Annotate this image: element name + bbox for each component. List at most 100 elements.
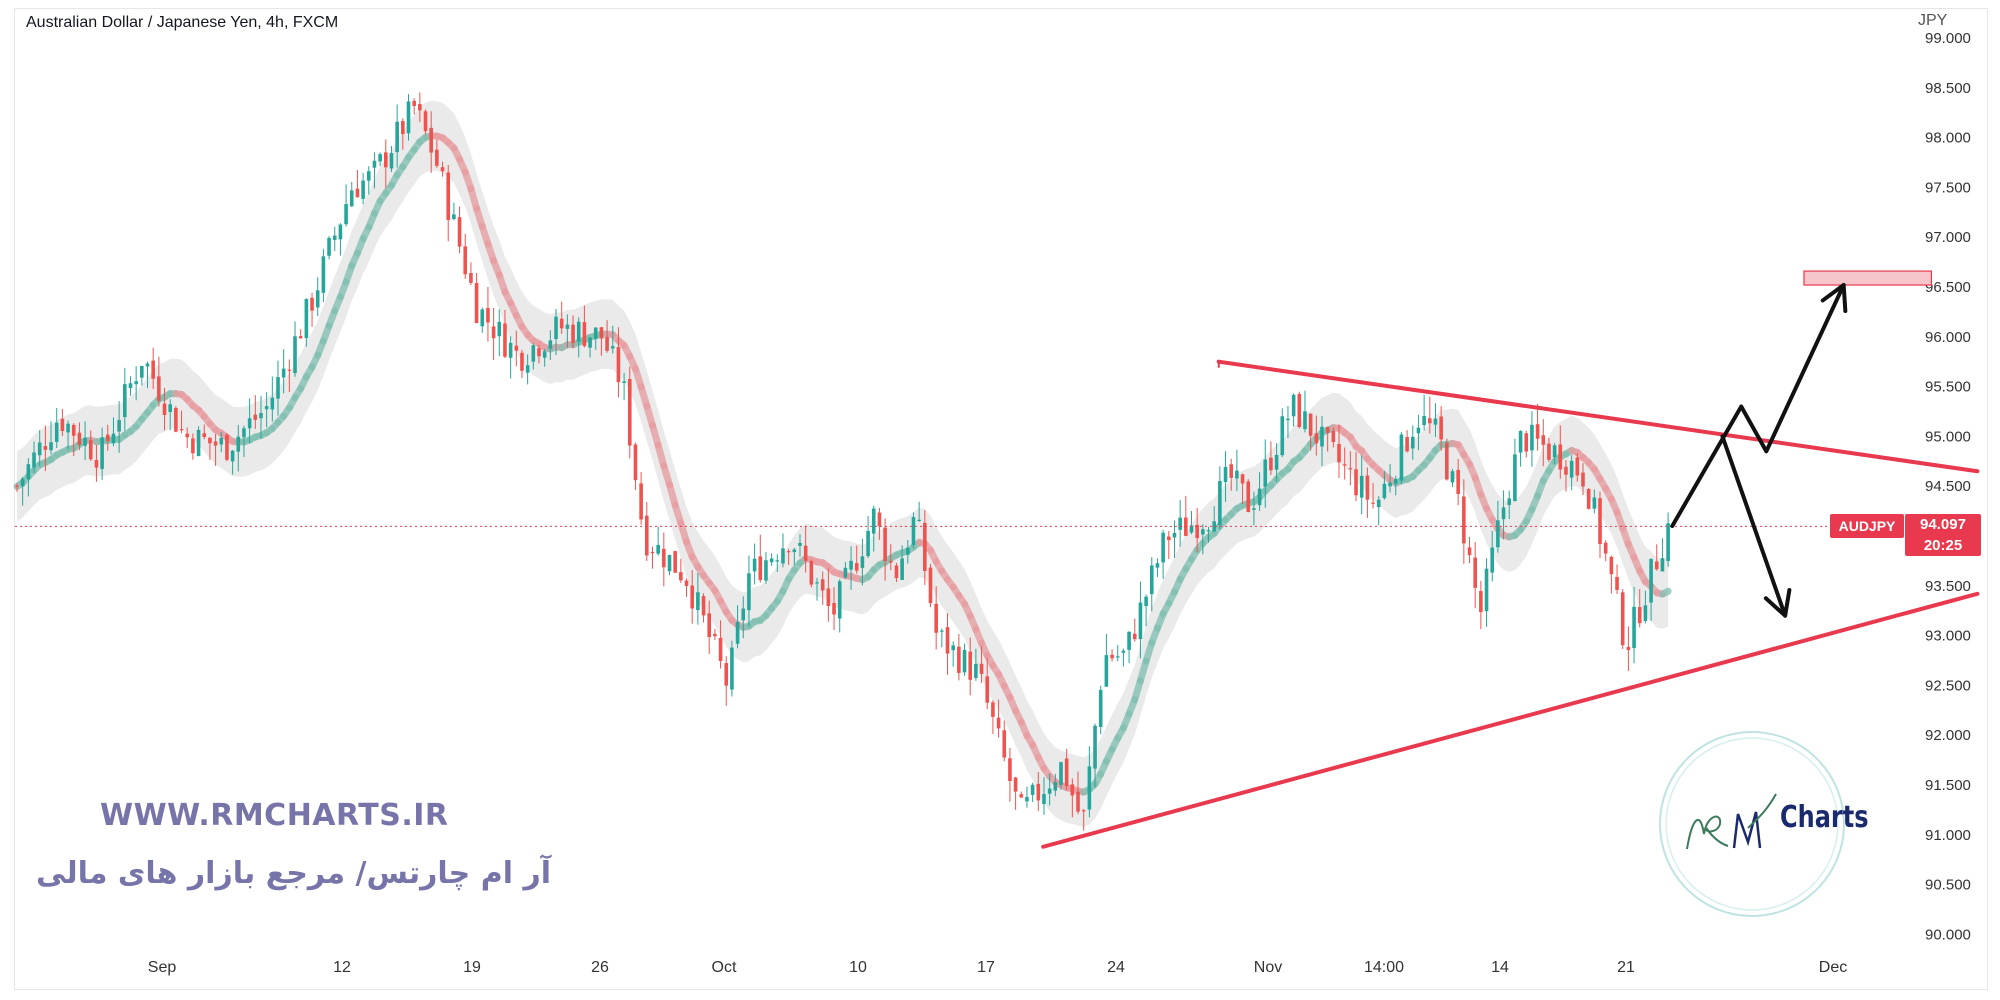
candle-body bbox=[1518, 431, 1523, 453]
candle bbox=[355, 169, 360, 198]
candle bbox=[219, 432, 224, 453]
x-tick-label: Nov bbox=[1254, 959, 1282, 976]
candle-body bbox=[287, 369, 292, 371]
candle bbox=[429, 111, 433, 173]
candle bbox=[1053, 773, 1058, 797]
candle-body bbox=[832, 603, 836, 615]
candle-body bbox=[559, 318, 564, 329]
candle-body bbox=[117, 419, 121, 432]
candle-body bbox=[270, 397, 275, 410]
candle-body bbox=[1252, 508, 1256, 510]
candle bbox=[213, 433, 218, 466]
candle bbox=[1166, 530, 1171, 559]
candle-body bbox=[83, 438, 87, 446]
candle-body bbox=[582, 322, 587, 346]
candle-body bbox=[974, 663, 978, 678]
candle bbox=[401, 118, 405, 150]
candle-body bbox=[332, 235, 337, 240]
candle-body bbox=[1127, 631, 1131, 650]
candle-body bbox=[1382, 483, 1387, 499]
candle bbox=[1603, 540, 1608, 562]
candle-body bbox=[571, 324, 575, 344]
candle-body bbox=[1620, 592, 1625, 646]
candle bbox=[1104, 633, 1109, 687]
moving-average-segment bbox=[654, 441, 668, 470]
candle-body bbox=[26, 464, 31, 480]
candle bbox=[679, 558, 683, 583]
candle bbox=[758, 534, 763, 583]
candle-body bbox=[298, 336, 303, 339]
candle bbox=[1348, 451, 1353, 486]
candle bbox=[940, 628, 944, 648]
candle-body bbox=[548, 340, 553, 349]
candle-body bbox=[1507, 498, 1512, 506]
candle bbox=[1030, 782, 1035, 802]
candle-body bbox=[480, 309, 485, 327]
candle-body bbox=[610, 346, 615, 349]
candle-body bbox=[384, 152, 388, 168]
candle bbox=[559, 301, 564, 334]
candle bbox=[945, 613, 950, 675]
candle-body bbox=[1206, 530, 1211, 532]
candle-body bbox=[196, 429, 201, 457]
candle bbox=[724, 656, 729, 706]
bearish-scenario-arrow bbox=[1720, 434, 1788, 618]
bearish-arrowhead bbox=[1763, 588, 1792, 618]
candle-body bbox=[1070, 784, 1075, 796]
candle-body bbox=[525, 365, 530, 373]
y-tick-label: 97.500 bbox=[1925, 179, 1971, 196]
candle-body bbox=[77, 432, 82, 445]
candle bbox=[894, 562, 899, 583]
chart-frame bbox=[14, 8, 1988, 990]
candle bbox=[968, 637, 973, 696]
candle bbox=[332, 226, 337, 252]
candle-body bbox=[741, 608, 746, 621]
candle-body bbox=[957, 646, 961, 673]
candle bbox=[871, 505, 876, 552]
candle-body bbox=[168, 404, 172, 413]
candle bbox=[1586, 488, 1591, 510]
bullish-scenario-arrow bbox=[1670, 283, 1846, 529]
candle bbox=[1484, 558, 1489, 627]
candle bbox=[100, 427, 104, 480]
candle bbox=[1246, 479, 1251, 513]
candle bbox=[1201, 524, 1205, 555]
candle-body bbox=[554, 316, 558, 340]
candle-body bbox=[877, 512, 882, 527]
candle bbox=[588, 337, 592, 358]
candle-body bbox=[185, 433, 190, 438]
candle-body bbox=[1660, 558, 1665, 572]
candle bbox=[843, 562, 848, 579]
candle bbox=[1382, 470, 1387, 500]
candle-body bbox=[1201, 529, 1205, 535]
candle-body bbox=[871, 508, 876, 534]
candle-body bbox=[866, 530, 870, 557]
candle-body bbox=[1087, 766, 1092, 810]
candle bbox=[43, 425, 48, 472]
candle bbox=[140, 365, 144, 386]
candle-body bbox=[803, 545, 808, 561]
candle bbox=[225, 433, 229, 462]
candle-body bbox=[1030, 784, 1035, 795]
candle bbox=[1325, 426, 1330, 452]
candle-body bbox=[684, 580, 689, 587]
candle bbox=[310, 292, 314, 327]
candle-body bbox=[361, 180, 365, 199]
candle bbox=[406, 94, 411, 141]
candle-body bbox=[1195, 524, 1199, 539]
candle bbox=[1269, 441, 1273, 476]
candle bbox=[264, 392, 269, 428]
candle-body bbox=[542, 351, 547, 358]
candle-body bbox=[1098, 689, 1103, 727]
candle-body bbox=[747, 573, 751, 611]
candle bbox=[1093, 723, 1097, 788]
candle bbox=[1513, 438, 1517, 502]
candle-body bbox=[1337, 443, 1341, 463]
candle bbox=[1518, 430, 1523, 467]
currency-label: JPY bbox=[1918, 12, 1948, 29]
candle-body bbox=[100, 437, 104, 470]
candle bbox=[1127, 631, 1131, 664]
candle-body bbox=[911, 517, 916, 545]
candle bbox=[1501, 490, 1506, 540]
